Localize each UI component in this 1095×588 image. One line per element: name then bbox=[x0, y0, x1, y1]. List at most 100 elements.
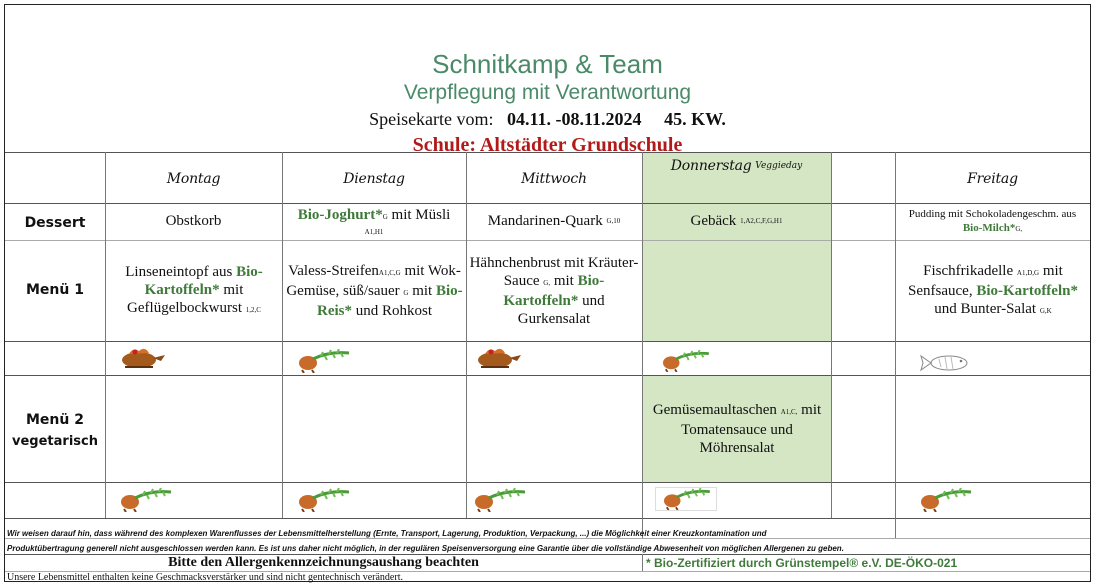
vegetable-icon bbox=[299, 349, 350, 373]
dessert-text: mit Müsli bbox=[387, 207, 451, 223]
rule bbox=[5, 375, 1090, 376]
veggieday-dessert-bg bbox=[643, 204, 831, 240]
allergen-code: G bbox=[382, 213, 388, 221]
bio-certification: * Bio-Zertifiziert durch Grünstempel® e.… bbox=[646, 556, 958, 570]
dish-text: Hähnchenbrust mit Kräuter-Sauce bbox=[469, 255, 639, 289]
day-wednesday: Mittwoch bbox=[521, 171, 587, 187]
vegetable-icon bbox=[475, 488, 526, 512]
vegetable-icon bbox=[663, 349, 709, 373]
col-divider bbox=[282, 152, 283, 518]
col-divider bbox=[642, 554, 643, 571]
dessert-text: Mandarinen-Quark bbox=[487, 213, 603, 229]
bio-label: Bio-Reis* bbox=[316, 283, 463, 319]
vegetable-icon bbox=[121, 488, 172, 512]
col-divider bbox=[642, 152, 643, 538]
dish-text: mit Tomatensauce und Möhrensalat bbox=[681, 402, 822, 456]
bio-label: Bio-Kartoffeln* bbox=[976, 283, 1078, 299]
tagline: Verpflegung mit Verantwortung bbox=[403, 81, 692, 104]
vegetable-icon bbox=[664, 487, 710, 511]
allergen-code: A1,D,G bbox=[1016, 269, 1040, 277]
calendar-week: 45. KW. bbox=[664, 109, 726, 129]
menu-date-line: Speisekarte vom: 04.11. -08.11.2024 45. … bbox=[5, 109, 1090, 130]
allergen-code: A1,C, bbox=[780, 408, 798, 416]
bio-label: Bio-Kartoffeln* bbox=[503, 273, 605, 309]
dish-text: Linseneintopf aus bbox=[125, 264, 237, 280]
menu1-monday: Linseneintopf aus Bio-Kartoffeln* mit Ge… bbox=[109, 241, 279, 341]
col-divider bbox=[466, 152, 467, 518]
day-monday: Montag bbox=[166, 171, 221, 187]
dessert-tuesday: Bio-Joghurt*G mit Müsli A1,H1 bbox=[282, 204, 466, 238]
date-range: 04.11. -08.11.2024 bbox=[507, 109, 642, 129]
no-additives-note: Unsere Lebensmittel enthalten keine Gesc… bbox=[7, 572, 403, 583]
menu2-thursday: Gemüsemaultaschen A1,C, mit Tomatensauce… bbox=[645, 377, 829, 481]
bio-label: Bio-Milch* bbox=[962, 221, 1016, 234]
dessert-thursday: Gebäck 1,A2,C,F,G,H1 bbox=[642, 204, 831, 238]
day-thursday-header: Donnerstag Veggieday bbox=[642, 155, 831, 177]
bio-label: Bio-Joghurt* bbox=[297, 207, 383, 223]
dish-text: Valess-Streifen bbox=[288, 263, 379, 279]
school-name: Schule: Altstädter Grundschule bbox=[412, 134, 683, 156]
veggieday-menu1-bg bbox=[643, 240, 831, 342]
dish-text: mit Senfsauce, bbox=[908, 263, 1063, 299]
vegetable-icon bbox=[299, 488, 350, 512]
bio-label: Bio-Kartoffeln* bbox=[144, 264, 263, 298]
vegetable-icon-frame bbox=[655, 349, 715, 373]
menu1-wednesday: Hähnchenbrust mit Kräuter-Sauce G, mit B… bbox=[469, 241, 639, 341]
dish-text: und Gurkensalat bbox=[517, 293, 605, 327]
dish-text: und Bunter-Salat bbox=[934, 301, 1037, 317]
allergen-code: 1,A2,C,F,G,H1 bbox=[740, 217, 783, 225]
menu-prefix: Speisekarte vom: bbox=[369, 109, 494, 129]
veggieday-menu2-bg bbox=[643, 376, 831, 482]
col-divider bbox=[831, 152, 832, 518]
rule bbox=[5, 341, 1090, 342]
row-label-menu2: Menü 2 bbox=[26, 412, 84, 428]
fish-icon bbox=[920, 354, 968, 372]
dessert-text: Pudding mit Schokoladengeschm. aus bbox=[908, 207, 1077, 220]
rule bbox=[5, 240, 1090, 241]
day-thursday: Donnerstag bbox=[670, 158, 752, 174]
dish-text: Gemüsemaultaschen bbox=[652, 402, 777, 418]
row-label-menu1: Menü 1 bbox=[26, 282, 84, 298]
allergen-code: A1,H1 bbox=[364, 228, 384, 236]
dish-text: Fischfrikadelle bbox=[923, 263, 1014, 279]
rule bbox=[5, 518, 1090, 519]
allergen-notice: Bitte den Allergenkennzeichnungsaushang … bbox=[168, 555, 479, 570]
row-label-dessert: Dessert bbox=[24, 215, 86, 231]
menu1-friday: Fischfrikadelle A1,D,G mit Senfsauce, Bi… bbox=[899, 241, 1087, 341]
rule bbox=[5, 571, 1090, 572]
dish-text: und Rohkost bbox=[351, 303, 432, 319]
cross-contamination-notice-line2: Produktübertragung generell nicht ausges… bbox=[7, 544, 844, 553]
vegetable-icon-frame bbox=[655, 487, 717, 511]
allergen-code: G, bbox=[1015, 224, 1023, 233]
allergen-code: A1,C,G bbox=[378, 269, 401, 277]
chicken-icon bbox=[122, 348, 165, 368]
col-divider bbox=[895, 152, 896, 538]
allergen-code: G bbox=[403, 289, 409, 297]
chicken-icon bbox=[478, 348, 521, 368]
menu1-tuesday: Valess-StreifenA1,C,G mit Wok-Gemüse, sü… bbox=[284, 241, 465, 341]
rule bbox=[5, 538, 1090, 539]
veggieday-column bbox=[643, 153, 831, 208]
allergen-code: G, bbox=[543, 279, 551, 287]
rule bbox=[5, 482, 1090, 483]
col-divider bbox=[105, 152, 106, 518]
company-name: Schnitkamp & Team bbox=[432, 49, 663, 79]
allergen-code: 1,2,C bbox=[245, 306, 261, 314]
dish-text: mit bbox=[408, 283, 436, 299]
rule bbox=[5, 203, 1090, 204]
row-label-vegetarian: vegetarisch bbox=[12, 434, 98, 449]
day-tuesday: Dienstag bbox=[343, 171, 405, 187]
dish-text: mit bbox=[550, 273, 578, 289]
dessert-wednesday: Mandarinen-Quark G,10 bbox=[466, 204, 642, 238]
dish-text: mit Geflügelbockwurst bbox=[127, 282, 244, 316]
allergen-code: G,K bbox=[1039, 307, 1052, 315]
cross-contamination-notice-line1: Wir weisen darauf hin, dass während des … bbox=[7, 529, 767, 538]
dessert-text: Gebäck bbox=[690, 213, 737, 229]
menu-frame: Schnitkamp & Team Verpflegung mit Verant… bbox=[4, 4, 1091, 583]
rule bbox=[5, 554, 1090, 555]
rule bbox=[5, 152, 1090, 153]
dish-text: mit Wok-Gemüse, süß/sauer bbox=[286, 263, 461, 299]
day-friday: Freitag bbox=[967, 171, 1018, 187]
veggieday-label: Veggieday bbox=[755, 161, 803, 171]
allergen-code: G,10 bbox=[606, 217, 621, 225]
